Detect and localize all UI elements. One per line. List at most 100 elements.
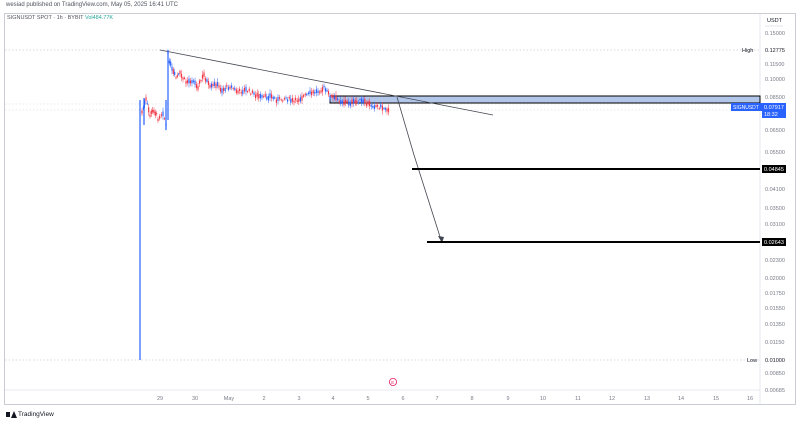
countdown-tag: 18:32 [764,112,778,118]
candle-body [144,101,146,106]
candle-body [200,79,202,82]
candle-body [369,101,371,106]
candle-body [365,102,367,106]
candle-body [386,108,388,112]
price-tick: 0.06500 [765,128,785,134]
candle-body [327,91,330,95]
currency-label[interactable]: USDT [767,18,783,24]
candle-body [353,98,355,104]
candle-body [275,99,277,103]
candle-body [171,66,173,71]
candle-body [153,110,155,113]
projection-path[interactable] [396,96,443,244]
candle-body [346,100,348,103]
candle-body [242,90,244,95]
candle-body [288,96,290,99]
candle-body [367,101,369,105]
price-tick: 0.11500 [765,62,784,68]
candle-body [224,87,226,91]
candle-body [348,101,350,106]
candle-body [235,89,237,93]
time-tick: 12 [609,396,615,402]
candle-body [168,60,170,64]
chart-frame[interactable] [4,13,796,405]
candle-body [280,99,282,101]
price-tick: 0.15000 [765,31,785,37]
descending-trendline[interactable] [159,49,494,116]
brand-name: TradingView [18,410,54,418]
candle-body [309,90,311,95]
symbol-tag: SIGNUSDT [733,105,759,111]
candle-body [361,98,363,104]
candle-body [335,95,337,101]
time-axis[interactable]: 29 30 May 2 3 4 5 6 7 8 9 10 11 12 13 14… [157,396,753,402]
candle-body [219,87,222,92]
event-marker-label: E [391,380,394,385]
time-tick: 11 [575,396,581,402]
candle-body [277,97,279,101]
candle-body [343,100,345,106]
publish-caption: wesiad published on TradingView.com, May… [6,2,178,8]
candle-body [295,97,297,101]
candle-body [315,89,317,93]
price-axis[interactable]: USDT 0.15000 High 0.12775 0.11500 0.1000… [731,18,786,394]
candle-body [247,91,249,93]
candle-body [198,80,201,84]
candle-body [356,100,358,104]
price-tick: 0.12775 [765,48,785,54]
candle-body [146,103,148,105]
candle-body [330,95,333,97]
candle-body [157,118,159,121]
symbol-info[interactable]: SIGNUSDT SPOT · 1h · BYBIT [7,15,84,21]
candle-body [303,95,305,97]
candle-body [283,98,285,100]
candle-body [212,83,214,87]
candle-body [175,77,177,79]
candle-body [314,91,316,94]
candle-body [253,92,255,95]
candle-body [210,83,213,88]
high-label: High [742,48,753,54]
tradingview-logo[interactable]: TradingView [6,409,54,419]
candle-body [229,86,231,89]
candle-body [387,108,390,113]
time-tick: 7 [435,396,438,402]
candle-body [176,75,178,78]
candle-body [163,118,166,120]
candle-body [251,90,253,93]
candle-body [179,70,181,74]
time-tick: 8 [470,396,473,402]
candle-body [206,79,208,82]
price-tick: 0.02300 [765,258,785,264]
time-tick: 30 [192,396,198,402]
candle-body [259,94,261,99]
candle-body [267,96,269,101]
candle-body [148,107,150,113]
resistance-zone[interactable] [329,95,761,104]
candle-body [354,100,356,104]
price-tick: 0.03100 [765,222,785,228]
candle-body [142,107,144,109]
price-tick: 0.02000 [765,276,785,282]
candle-body [384,108,387,110]
volume-value: Vol484.77K [84,15,114,21]
candle-body [279,97,281,99]
candle-body [154,111,156,116]
price-tag-bg [762,103,786,118]
candle-body [291,98,293,102]
candle-body [234,87,236,90]
candle-body [209,85,211,88]
candle-body [243,87,245,92]
price-tick: 0.01150 [765,340,784,346]
candle-body [378,108,380,110]
event-marker[interactable]: E [388,377,397,386]
time-tick: 10 [540,396,546,402]
time-tick: 29 [157,396,163,402]
candle-body [207,81,210,85]
candle-body [218,85,220,88]
candle-body [304,93,306,96]
candle-body [145,97,147,101]
candle-body [150,110,152,114]
candle-body [332,94,334,99]
